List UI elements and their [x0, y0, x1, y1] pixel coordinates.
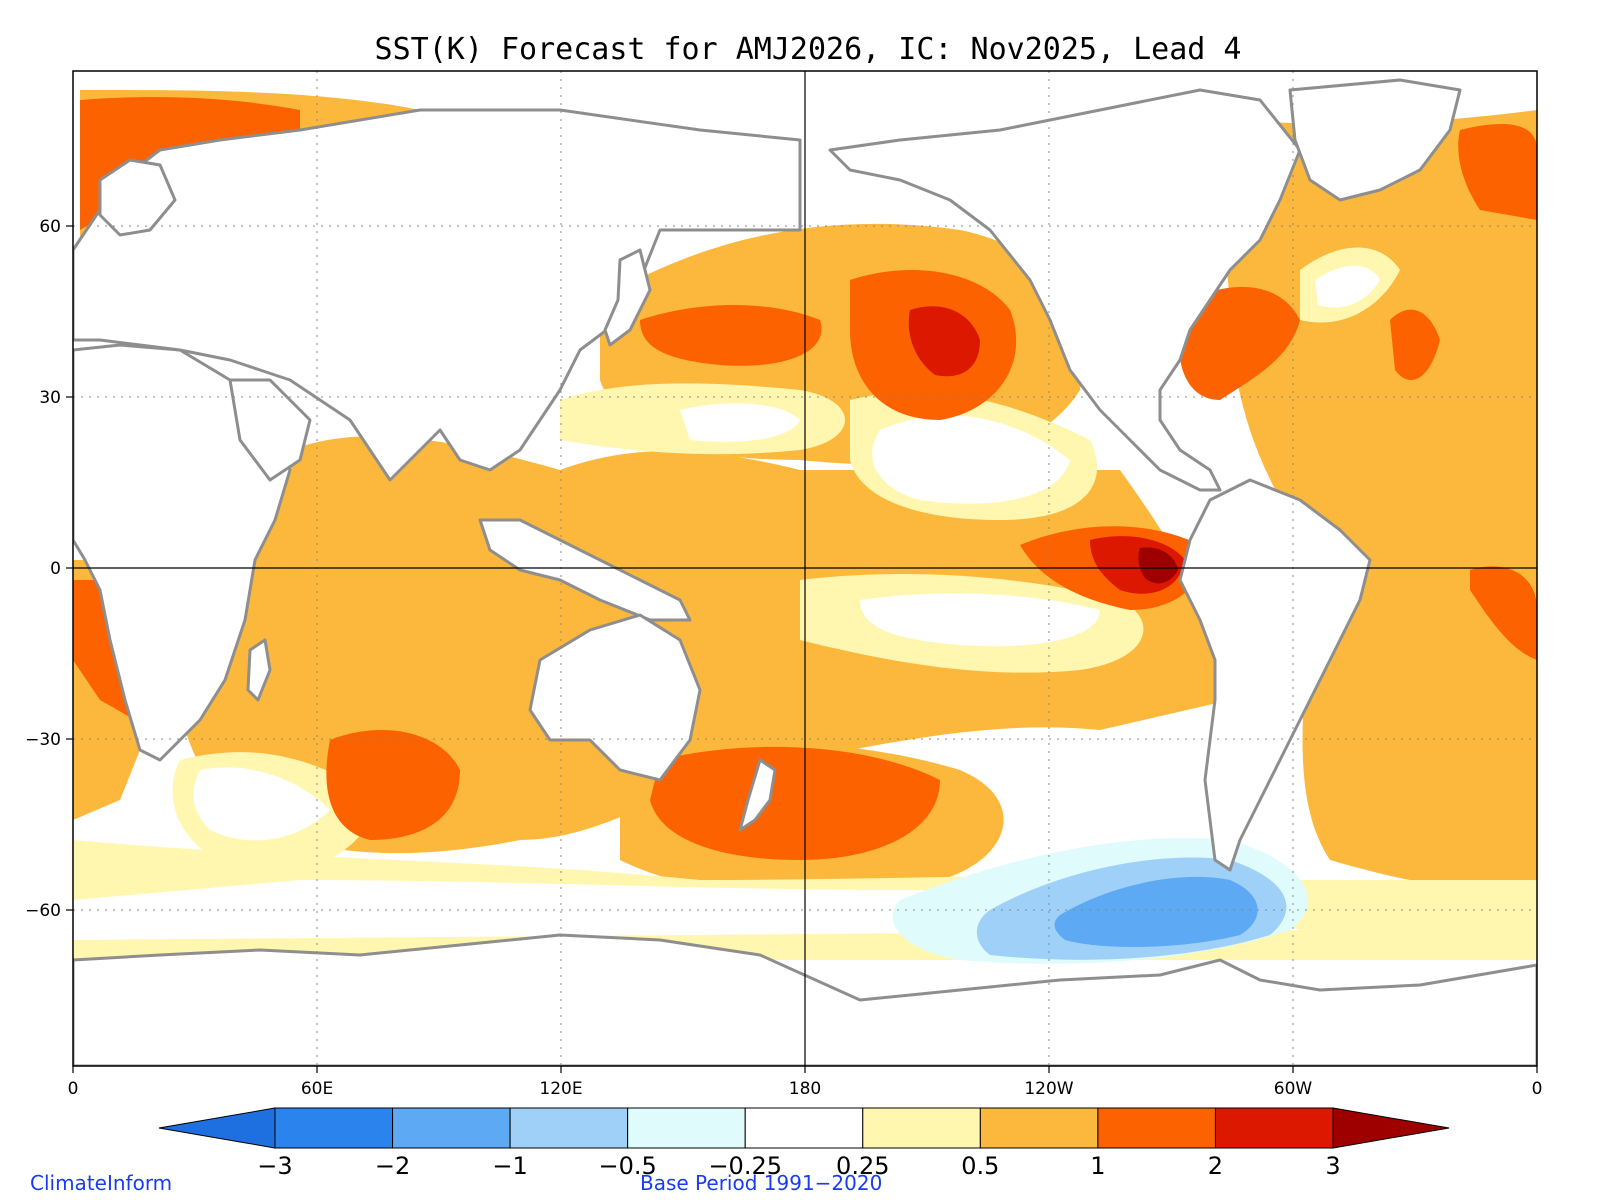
map-title: SST(K) Forecast for AMJ2026, IC: Nov2025… [375, 32, 1242, 67]
strong-warm-gulf-stream [1179, 286, 1300, 400]
extreme-warm-nino-core [1138, 547, 1178, 584]
colorbar-bin [627, 1107, 746, 1149]
colorbar-label: −2 [375, 1152, 410, 1180]
landmass-eurasia [73, 108, 802, 482]
colorbar-bin [509, 1107, 629, 1149]
neutral-equatorial-band [860, 593, 1100, 647]
colorbar-label: 1 [1090, 1152, 1105, 1180]
strong-warm-kuroshio [640, 305, 822, 366]
colorbar-bin [392, 1107, 511, 1149]
colorbar-label: −3 [257, 1152, 292, 1180]
landmass-maritime-continent [478, 518, 692, 622]
neutral-northwest-atlantic [1315, 265, 1380, 308]
landmass-new-zealand [738, 758, 777, 832]
lat-tick-label: −30 [25, 730, 61, 750]
colorbar-upper-arrow [1332, 1107, 1450, 1149]
lat-tick-label: 60 [39, 217, 61, 237]
neutral-central-pacific [680, 403, 800, 442]
colorbar-bin [979, 1107, 1099, 1149]
landmass-north-america [828, 88, 1302, 492]
lon-tick-label: 120E [539, 1079, 582, 1099]
strong-warm-tasman [650, 746, 940, 860]
colorbar-label: 0.25 [836, 1152, 889, 1180]
lat-tick-label: 0 [50, 559, 61, 579]
credit-label: ClimateInform [30, 1171, 172, 1195]
landmass-greenland [1288, 78, 1462, 202]
colorbar-label: 3 [1325, 1152, 1340, 1180]
lon-tick-label: 180 [789, 1079, 821, 1099]
strong-cool-south-pacific [1054, 876, 1258, 947]
colorbar-label: 0.5 [961, 1152, 999, 1180]
landmass-japan [603, 248, 652, 347]
lat-tick-label: 30 [39, 388, 61, 408]
lon-tick-label: 0 [1532, 1079, 1543, 1099]
colorbar-label: 2 [1208, 1152, 1223, 1180]
colorbar-bin [274, 1107, 394, 1149]
landmass-arabia [228, 378, 312, 482]
colorbar-lower-arrow [158, 1107, 276, 1149]
colorbar-bin [744, 1107, 864, 1149]
strong-warm-indian-ocean [326, 730, 460, 840]
colorbar-label: −0.25 [708, 1152, 782, 1180]
lon-tick-label: 60W [1274, 1079, 1313, 1099]
neutral-southern-indian [193, 767, 330, 841]
lon-tick-label: 60E [301, 1079, 333, 1099]
base-period-label: Base Period 1991−2020 [640, 1171, 882, 1195]
strong-warm-mid-atlantic [1390, 309, 1440, 380]
lat-tick-label: −60 [25, 901, 61, 921]
colorbar-label: −0.5 [599, 1152, 657, 1180]
very-strong-warm-north-pacific [908, 306, 980, 377]
landmasses [73, 78, 1537, 1066]
landmass-south-america [1178, 478, 1372, 872]
strong-warm-east-atlantic [1470, 566, 1537, 660]
landmass-uk-scandinavia [98, 158, 177, 237]
colorbar-label: −1 [492, 1152, 527, 1180]
colorbar-bin [1097, 1107, 1216, 1149]
lon-tick-label: 120W [1024, 1079, 1073, 1099]
lon-tick-label: 0 [68, 1079, 79, 1099]
warm-south-atlantic [1302, 560, 1537, 889]
landmass-madagascar [246, 638, 272, 702]
map-axis-ticks: 0 60E 120E 180 120W 60W 0 60 30 0 −30 −60 [25, 217, 1542, 1099]
neutral-eastern-pacific [872, 415, 1070, 504]
colorbar-bin [1214, 1107, 1334, 1149]
colorbar: −3 −2 −1 −0.5 −0.25 0.25 0.5 1 2 3 [158, 1107, 1450, 1180]
colorbar-bin [862, 1107, 981, 1149]
warm-north-atlantic [1226, 110, 1537, 560]
strong-warm-greenland [1458, 124, 1537, 220]
